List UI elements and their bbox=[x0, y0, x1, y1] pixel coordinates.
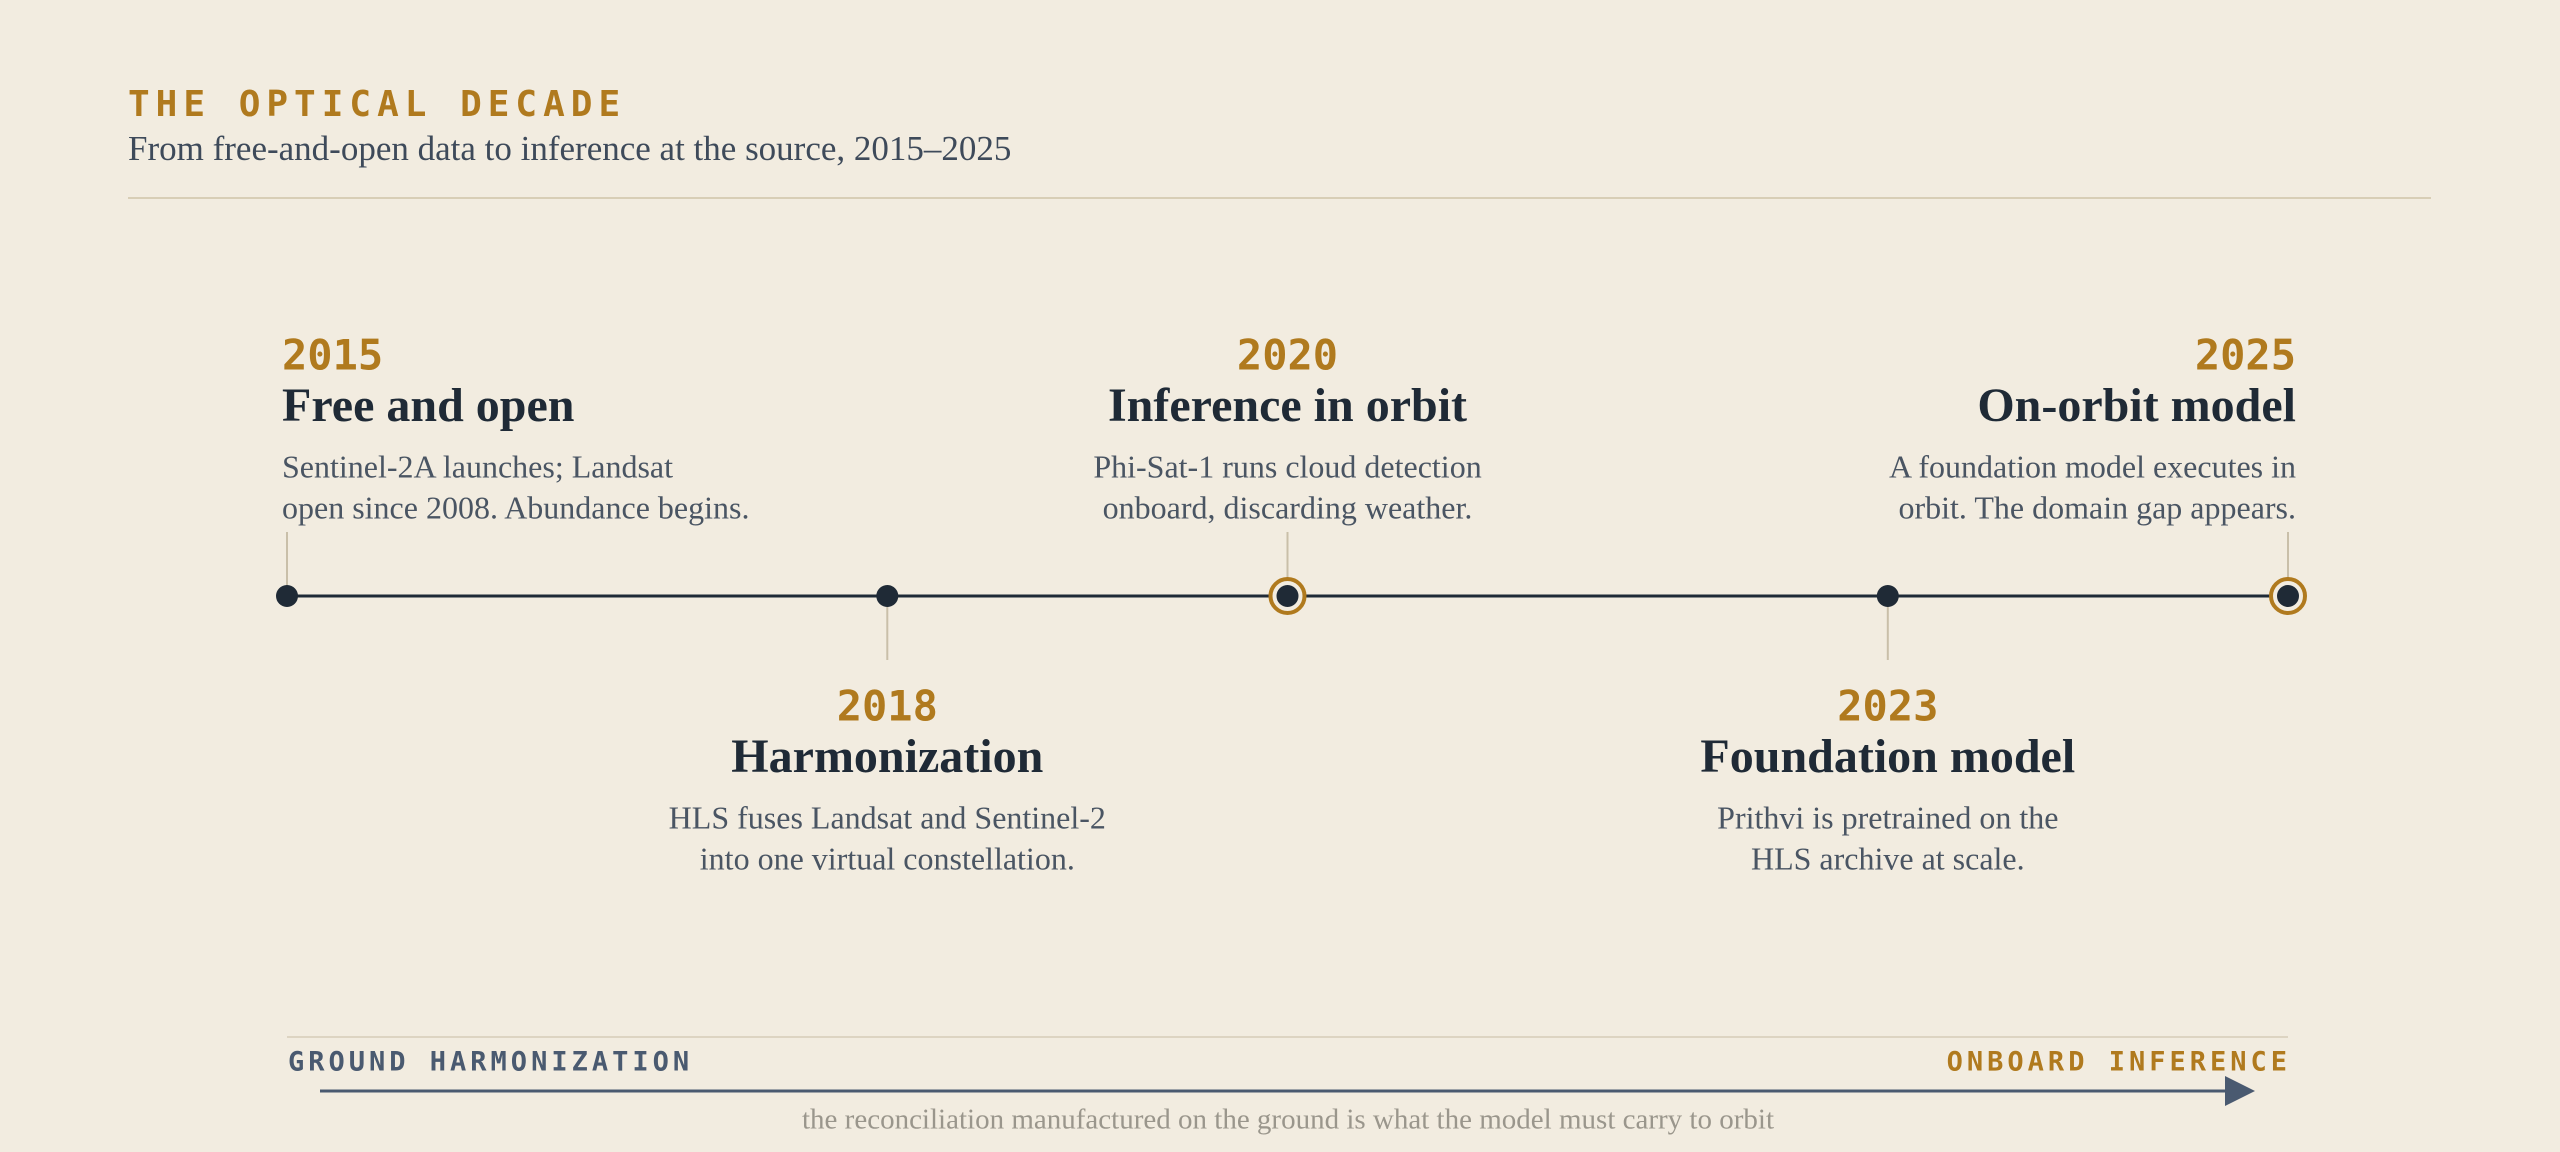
event-description: Sentinel-2A launches; Landsat bbox=[282, 448, 673, 484]
event-year: 2023 bbox=[1837, 682, 1938, 731]
event-dot bbox=[1276, 585, 1299, 607]
event-description: HLS fuses Landsat and Sentinel-2 bbox=[669, 799, 1106, 835]
event-dot bbox=[1876, 585, 1899, 607]
footer-right-label: ONBOARD INFERENCE bbox=[1947, 1047, 2291, 1078]
event-description: into one virtual constellation. bbox=[700, 840, 1075, 876]
footer-left-label: GROUND HARMONIZATION bbox=[288, 1047, 693, 1078]
title: THE OPTICAL DECADE bbox=[128, 84, 626, 125]
event-dot bbox=[2277, 585, 2299, 607]
event-title: Harmonization bbox=[731, 730, 1043, 783]
event-description: Phi-Sat-1 runs cloud detection bbox=[1093, 448, 1481, 484]
event-description: HLS archive at scale. bbox=[1751, 840, 2025, 876]
event-dot bbox=[276, 585, 298, 607]
event-year: 2015 bbox=[282, 331, 383, 380]
event-description: orbit. The domain gap appears. bbox=[1898, 489, 2296, 525]
event-year: 2025 bbox=[2195, 331, 2296, 380]
event-title: Foundation model bbox=[1700, 730, 2075, 783]
event-description: open since 2008. Abundance begins. bbox=[282, 489, 749, 525]
footer-caption: the reconciliation manufactured on the g… bbox=[802, 1104, 1774, 1136]
event-dot bbox=[876, 585, 899, 607]
event-description: Prithvi is pretrained on the bbox=[1717, 799, 2058, 835]
event-year: 2018 bbox=[837, 682, 938, 731]
event-description: A foundation model executes in bbox=[1889, 448, 2296, 484]
event-title: On-orbit model bbox=[1977, 379, 2296, 432]
event-title: Inference in orbit bbox=[1108, 379, 1467, 432]
event-description: onboard, discarding weather. bbox=[1103, 489, 1473, 525]
subtitle: From free-and-open data to inference at … bbox=[128, 129, 1011, 168]
event-year: 2020 bbox=[1237, 331, 1338, 380]
event-title: Free and open bbox=[282, 379, 574, 432]
